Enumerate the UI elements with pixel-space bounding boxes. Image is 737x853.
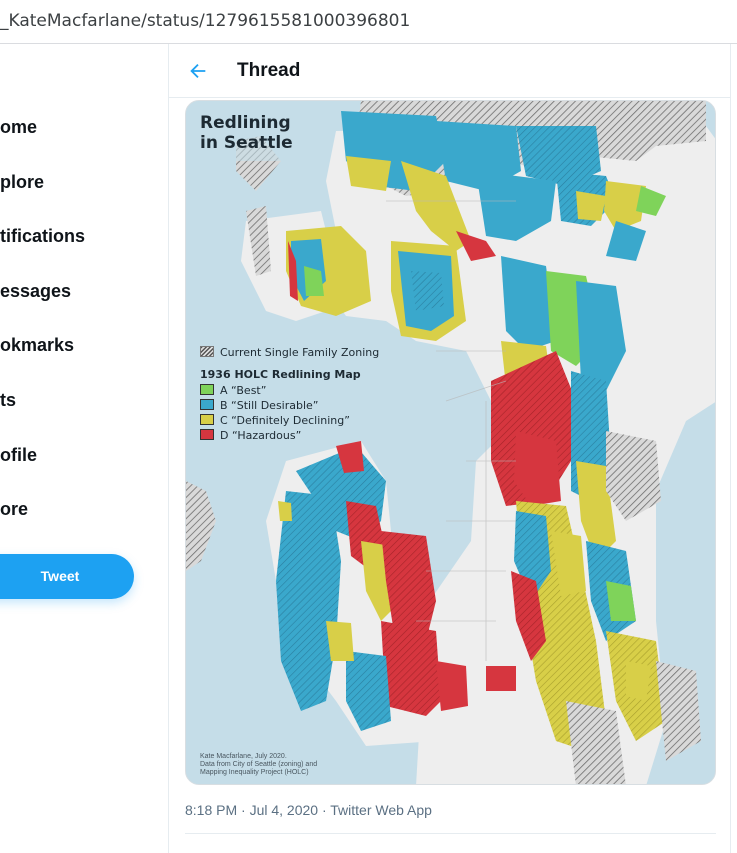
divider: [185, 833, 716, 834]
credit-line: Data from City of Seattle (zoning) and: [200, 761, 318, 768]
nav-item-messages[interactable]: essages: [0, 274, 71, 308]
legend-zoning: Current Single Family Zoning: [200, 345, 379, 360]
legend-entry: B “Still Desirable”: [200, 398, 379, 413]
legend-label: B “Still Desirable”: [220, 399, 319, 412]
redlining-map: [186, 101, 715, 784]
nav-item-home[interactable]: ome: [0, 110, 37, 144]
page-title: Thread: [237, 60, 301, 81]
hatch-swatch-icon: [200, 346, 214, 357]
legend-heading: 1936 HOLC Redlining Map: [200, 368, 361, 381]
url-text: _KateMacfarlane/status/12796155810003968…: [0, 11, 411, 31]
swatch-icon: [200, 414, 214, 425]
sidebar-nav: ome plore tifications essages okmarks ts…: [0, 44, 168, 853]
nav-item-label: tifications: [0, 226, 86, 246]
nav-item-label: ofile: [0, 445, 38, 465]
nav-item-label: plore: [0, 172, 45, 192]
browser-address-bar[interactable]: _KateMacfarlane/status/12796155810003968…: [0, 0, 737, 44]
tweet-button[interactable]: Tweet: [0, 554, 134, 599]
tweet-image[interactable]: Redlining in Seattle Current Single Fami…: [185, 100, 716, 785]
nav-item-explore[interactable]: plore: [0, 165, 44, 199]
main-column: Thread: [168, 44, 731, 853]
swatch-icon: [200, 384, 214, 395]
map-legend: Current Single Family Zoning 1936 HOLC R…: [200, 345, 379, 443]
credit-line: Kate Macfarlane, July 2020.: [200, 753, 287, 760]
nav-item-notifications[interactable]: tifications: [0, 219, 85, 253]
nav-item-label: ore: [0, 499, 29, 519]
legend-entry: C “Definitely Declining”: [200, 413, 379, 428]
map-title: Redlining in Seattle: [200, 113, 293, 153]
legend-label: C “Definitely Declining”: [220, 414, 350, 427]
nav-item-label: essages: [0, 281, 72, 301]
credit-line: Mapping Inequality Project (HOLC): [200, 769, 309, 776]
nav-item-label: okmarks: [0, 335, 75, 355]
map-title-line: in Seattle: [200, 133, 293, 153]
map-title-line: Redlining: [200, 113, 291, 133]
nav-item-lists[interactable]: ts: [0, 383, 16, 417]
nav-item-label: ts: [0, 390, 17, 410]
legend-label: D “Hazardous”: [220, 429, 302, 442]
thread-header: Thread: [169, 44, 730, 98]
nav-item-profile[interactable]: ofile: [0, 438, 37, 472]
map-credit: Kate Macfarlane, July 2020. Data from Ci…: [200, 753, 440, 777]
legend-label: Current Single Family Zoning: [220, 346, 380, 359]
swatch-icon: [200, 399, 214, 410]
back-arrow-icon[interactable]: [187, 60, 209, 82]
legend-entry: D “Hazardous”: [200, 428, 379, 443]
legend-label: A “Best”: [220, 384, 267, 397]
swatch-icon: [200, 429, 214, 440]
nav-item-label: ome: [0, 117, 38, 137]
tweet-button-label: Tweet: [40, 568, 80, 584]
tweet-timestamp[interactable]: 8:18 PM · Jul 4, 2020 · Twitter Web App: [185, 802, 432, 818]
nav-item-more[interactable]: ore: [0, 492, 28, 526]
nav-item-bookmarks[interactable]: okmarks: [0, 328, 74, 362]
legend-entry: A “Best”: [200, 383, 379, 398]
